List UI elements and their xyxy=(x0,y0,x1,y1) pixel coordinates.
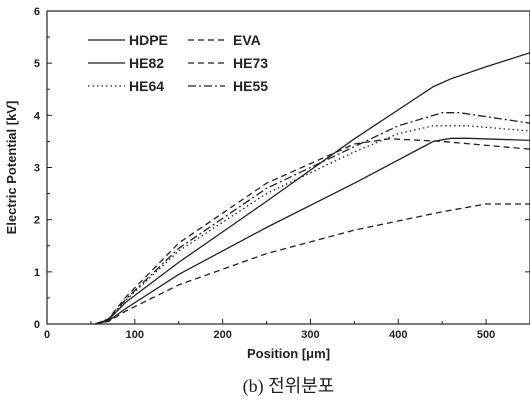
legend: HDPE EVA HE82 HE73 HE64 HE55 xyxy=(88,32,268,94)
y-tick-label: 0 xyxy=(34,319,40,331)
y-tick-label: 3 xyxy=(34,163,40,175)
legend-label-he55: HE55 xyxy=(233,78,268,94)
legend-label-he82: HE82 xyxy=(129,55,164,71)
y-axis-label: Electric Potential [kV] xyxy=(4,101,19,235)
x-tick-label: 0 xyxy=(44,329,50,341)
series-line-he82 xyxy=(95,137,530,325)
x-tick-label: 400 xyxy=(389,329,407,341)
y-tick-label: 4 xyxy=(34,110,41,122)
plot-frame xyxy=(46,10,530,325)
y-tick-label: 6 xyxy=(34,6,40,18)
series-line-eva xyxy=(95,203,530,325)
series-line-hdpe xyxy=(95,52,530,325)
x-tick-label: 200 xyxy=(213,329,231,341)
legend-label-he64: HE64 xyxy=(129,78,164,94)
x-tick-label: 500 xyxy=(477,329,495,341)
legend-label-hdpe: HDPE xyxy=(129,32,168,48)
series-line-he73 xyxy=(95,138,530,325)
y-tick-label: 5 xyxy=(34,58,40,70)
y-tick-label: 1 xyxy=(34,267,40,279)
legend-label-he73: HE73 xyxy=(233,55,268,71)
y-tick-label: 2 xyxy=(34,215,40,227)
legend-label-eva: EVA xyxy=(233,32,261,48)
plot-lines xyxy=(95,52,530,325)
axis-ticks: 0 100 200 300 400 500 0 1 2 3 4 5 6 xyxy=(34,6,530,341)
figure-caption: (b) 전위분포 xyxy=(243,376,335,397)
series-line-he55 xyxy=(95,112,530,325)
x-tick-label: 100 xyxy=(126,329,144,341)
x-axis-label: Position [μm] xyxy=(247,346,330,361)
x-tick-label: 300 xyxy=(301,329,319,341)
